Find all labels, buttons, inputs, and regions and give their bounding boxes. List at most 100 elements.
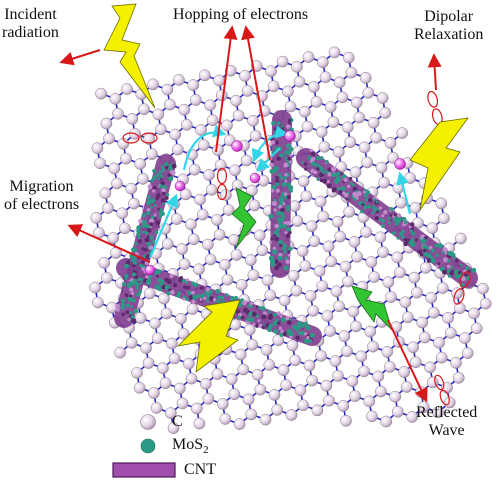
- mos2-particle: [283, 162, 289, 168]
- mos2-particle: [282, 202, 286, 206]
- carbon-atom: [327, 116, 340, 128]
- carbon-atom: [338, 330, 351, 343]
- mos2-particle: [268, 213, 274, 219]
- mos2-particle: [447, 259, 451, 263]
- mos2-particle: [158, 170, 162, 175]
- reflected-arrow: [387, 319, 428, 403]
- carbon-atom: [240, 154, 253, 167]
- electrons: [144, 130, 406, 276]
- carbon-atom: [151, 332, 164, 345]
- mos2-particle: [411, 231, 416, 236]
- carbon-atom: [351, 250, 363, 263]
- mos2-particle: [145, 254, 151, 260]
- mos2-particle: [279, 207, 285, 213]
- carbon-atom: [259, 413, 272, 426]
- orbital-lobe: [122, 132, 158, 144]
- mos2-particle: [150, 198, 156, 204]
- mos2-particle: [288, 118, 292, 122]
- mos2-particle: [399, 231, 404, 236]
- mos2-particle: [411, 238, 415, 242]
- carbon-atom: [385, 291, 397, 303]
- mos2-particle: [208, 289, 213, 294]
- mos2-particle: [146, 208, 151, 212]
- carbon-atom: [219, 413, 232, 425]
- carbon-atom: [126, 113, 139, 125]
- mos2-particle: [275, 182, 280, 187]
- mos2-particle: [135, 286, 140, 290]
- mos2-particle: [145, 210, 151, 216]
- carbon-atom: [345, 66, 358, 79]
- mos2-particle: [196, 294, 201, 298]
- mos2-particle: [410, 222, 415, 227]
- mos2-particle: [437, 262, 441, 266]
- carbon-atom: [378, 176, 390, 189]
- mos2-particle: [285, 316, 290, 321]
- mos2-particle: [387, 221, 391, 225]
- mos2-particle: [276, 311, 281, 316]
- mos2-particle: [276, 156, 281, 161]
- mos2-particle: [288, 160, 292, 164]
- mos2-particle: [274, 223, 279, 229]
- carbon-atom: [128, 197, 140, 210]
- carbon-atom: [112, 107, 124, 120]
- mos2-particle: [272, 312, 277, 317]
- carbon-atom: [176, 243, 188, 255]
- mos2-particle: [130, 315, 135, 319]
- mos2-particle: [362, 190, 366, 194]
- mos2-particle: [299, 323, 305, 328]
- mos2-particle: [258, 306, 262, 310]
- incident-arrow: [59, 49, 101, 66]
- electron: [231, 140, 243, 152]
- carbon-atom: [90, 212, 103, 224]
- mos2-particle: [304, 167, 308, 171]
- reflected-lightning-bolt: [231, 187, 257, 249]
- mos2-particle: [286, 320, 292, 326]
- carbon-atom: [332, 146, 345, 158]
- carbon-atom: [438, 212, 450, 225]
- mos2-particle: [187, 290, 192, 296]
- mos2-particle: [130, 305, 134, 308]
- carbon-atom: [479, 297, 492, 310]
- mos2-particle: [147, 184, 153, 190]
- mos2-particle: [273, 208, 277, 212]
- carbon-atom: [92, 296, 104, 309]
- mos2-particle: [149, 235, 154, 240]
- carbon-atom: [347, 305, 360, 318]
- mos2-particle: [136, 228, 141, 233]
- mos2-particle: [340, 186, 346, 192]
- carbon-atom: [94, 157, 106, 170]
- mos2-particle: [344, 192, 349, 198]
- carbon-atom: [375, 385, 387, 398]
- mos2-particle: [453, 269, 459, 275]
- cnt-tube-body: [296, 148, 478, 288]
- mos2-particle: [409, 229, 413, 233]
- carbon-atom: [247, 114, 259, 127]
- carbon-atom: [290, 284, 303, 297]
- carbon-atom: [164, 407, 177, 419]
- mos2-particle: [352, 183, 355, 187]
- carbon-atom: [396, 127, 409, 139]
- carbon-atom: [204, 99, 216, 112]
- mos2-particle: [121, 299, 125, 303]
- mos2-particle: [381, 224, 385, 228]
- carbon-atom: [329, 355, 342, 367]
- mos2-particle: [275, 178, 280, 184]
- carbon-atom: [346, 375, 359, 387]
- mos2-particle: [366, 190, 371, 195]
- carbon-atom: [349, 390, 361, 402]
- mos2-particle: [271, 201, 278, 207]
- mos2-particle: [258, 323, 263, 328]
- carbon-atom: [245, 408, 258, 421]
- mos2-particle: [286, 330, 292, 336]
- mos2-particle: [353, 197, 357, 201]
- carbon-atom: [186, 303, 199, 315]
- mos2-particle: [280, 127, 285, 132]
- carbon-atom: [384, 360, 396, 373]
- mos2-particle: [279, 153, 284, 158]
- mos2-particle: [155, 173, 160, 177]
- mos2-particle: [255, 324, 259, 328]
- mos2-particle: [279, 333, 284, 337]
- mos2-particle: [286, 208, 290, 212]
- carbon-atom: [302, 51, 315, 63]
- mos2-particle: [158, 215, 162, 218]
